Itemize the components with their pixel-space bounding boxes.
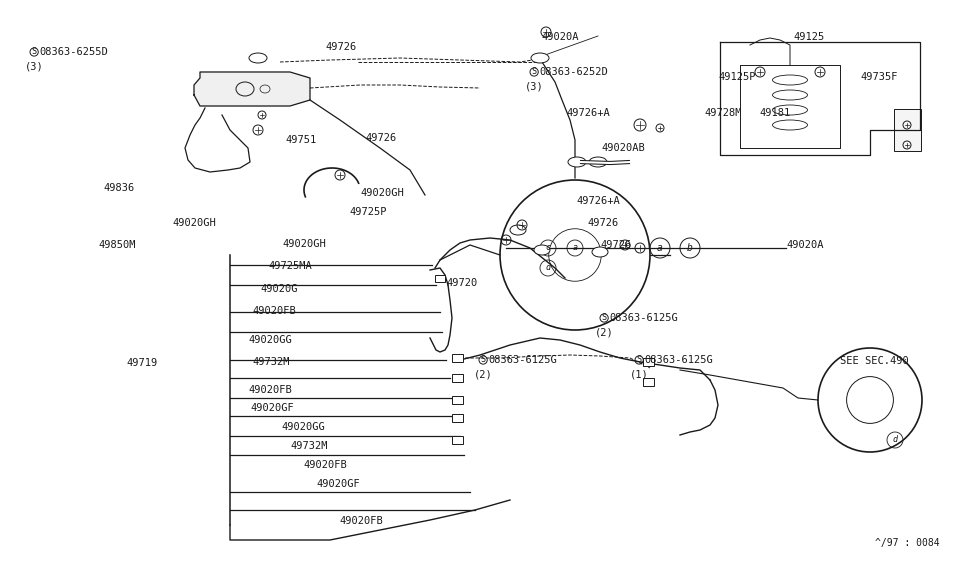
- Ellipse shape: [592, 247, 608, 257]
- Text: 49720: 49720: [446, 278, 477, 288]
- Text: 49726+A: 49726+A: [576, 196, 620, 206]
- Text: 08363-6125G: 08363-6125G: [644, 355, 713, 365]
- Text: 49125P: 49125P: [718, 72, 756, 82]
- Text: S: S: [31, 48, 37, 57]
- Text: (2): (2): [595, 328, 613, 338]
- Text: 49020G: 49020G: [260, 284, 297, 294]
- Text: d: d: [545, 264, 551, 272]
- Text: 49020GG: 49020GG: [281, 422, 325, 432]
- Text: 49020GF: 49020GF: [316, 479, 360, 489]
- Text: (3): (3): [24, 62, 44, 72]
- Text: 49020GH: 49020GH: [282, 239, 326, 249]
- Text: 49020FB: 49020FB: [303, 460, 347, 470]
- Text: S: S: [481, 355, 486, 365]
- Text: 49020GH: 49020GH: [172, 218, 215, 228]
- Bar: [451, 414, 462, 422]
- Text: 49020A: 49020A: [786, 240, 824, 250]
- Text: 49726: 49726: [587, 218, 618, 228]
- Text: (2): (2): [474, 370, 492, 380]
- Text: ^/97 : 0084: ^/97 : 0084: [876, 538, 940, 548]
- Text: a: a: [657, 243, 663, 253]
- Text: 49020GH: 49020GH: [360, 188, 404, 198]
- Text: 49725P: 49725P: [349, 207, 386, 217]
- Text: SEE SEC.490: SEE SEC.490: [840, 356, 909, 366]
- Ellipse shape: [589, 157, 607, 167]
- Text: 49020AB: 49020AB: [601, 143, 644, 153]
- Text: 49836: 49836: [103, 183, 135, 193]
- Text: 49020GG: 49020GG: [248, 335, 292, 345]
- Text: d: d: [892, 435, 898, 444]
- Text: 08363-6252D: 08363-6252D: [539, 67, 608, 77]
- Text: 49020FB: 49020FB: [339, 516, 383, 526]
- Text: 49726+A: 49726+A: [566, 108, 609, 118]
- Text: S: S: [602, 314, 606, 323]
- Polygon shape: [194, 72, 310, 106]
- Text: 49751: 49751: [285, 135, 316, 145]
- Text: 08363-6125G: 08363-6125G: [609, 313, 678, 323]
- Text: S: S: [637, 355, 642, 365]
- Text: 49728M: 49728M: [704, 108, 742, 118]
- Bar: [451, 436, 462, 444]
- Bar: [451, 354, 462, 362]
- Bar: [435, 275, 445, 281]
- Ellipse shape: [510, 225, 526, 235]
- Ellipse shape: [249, 53, 267, 63]
- Text: 49181: 49181: [759, 108, 791, 118]
- Bar: [643, 378, 653, 386]
- Text: (3): (3): [525, 82, 543, 92]
- Ellipse shape: [568, 157, 586, 167]
- FancyBboxPatch shape: [894, 109, 921, 151]
- Bar: [451, 374, 462, 382]
- Text: 49725MA: 49725MA: [268, 261, 312, 271]
- Bar: [451, 396, 462, 404]
- Text: c: c: [545, 243, 551, 252]
- Text: (1): (1): [630, 370, 648, 380]
- Text: 08363-6125G: 08363-6125G: [488, 355, 557, 365]
- Text: 49726: 49726: [600, 240, 631, 250]
- Text: b: b: [687, 243, 693, 253]
- Text: 49850M: 49850M: [98, 240, 136, 250]
- Text: 49726: 49726: [325, 42, 356, 52]
- Text: 49732M: 49732M: [252, 357, 290, 367]
- Ellipse shape: [534, 245, 550, 255]
- Text: 49020FB: 49020FB: [252, 306, 295, 316]
- Text: 49726: 49726: [365, 133, 396, 143]
- Text: 49732M: 49732M: [290, 441, 328, 451]
- Text: 49719: 49719: [126, 358, 157, 368]
- Ellipse shape: [531, 53, 549, 63]
- Bar: [643, 358, 653, 366]
- Text: S: S: [531, 67, 536, 76]
- Text: 49125: 49125: [793, 32, 824, 42]
- Text: 49020GF: 49020GF: [250, 403, 293, 413]
- Text: 49735F: 49735F: [860, 72, 898, 82]
- Text: 08363-6255D: 08363-6255D: [39, 47, 108, 57]
- Text: 49020FB: 49020FB: [248, 385, 292, 395]
- Text: a: a: [572, 243, 577, 252]
- Text: 49020A: 49020A: [541, 32, 578, 42]
